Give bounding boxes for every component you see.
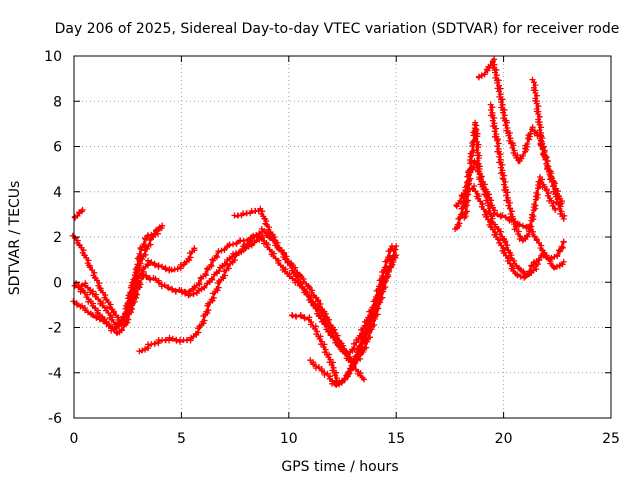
x-tick-label: 20: [495, 431, 513, 447]
series-markers: [307, 297, 382, 389]
y-tick-label: 6: [53, 140, 62, 156]
y-tick-label: -6: [48, 411, 62, 427]
y-tick-label: -2: [48, 321, 62, 337]
y-tick-label: -4: [48, 366, 62, 382]
axis-ticks: [73, 55, 612, 419]
x-tick-labels: 0 5 10 15 20 25: [70, 431, 620, 447]
series-markers: [461, 119, 541, 278]
y-tick-label: 2: [53, 230, 62, 246]
y-tick-label: 8: [53, 94, 62, 110]
x-tick-label: 15: [387, 431, 405, 447]
x-tick-label: 10: [280, 431, 298, 447]
y-axis-title: SDTVAR / TECUs: [7, 181, 23, 296]
x-tick-label: 5: [177, 431, 186, 447]
y-tick-label: 10: [44, 49, 62, 65]
series-track-15: [487, 101, 559, 244]
series-track-16: [529, 76, 565, 207]
x-axis-title: GPS time / hours: [281, 459, 398, 475]
chart-title: Day 206 of 2025, Sidereal Day-to-day VTE…: [55, 21, 620, 37]
series-markers: [487, 101, 559, 244]
y-tick-label: 4: [53, 185, 62, 201]
x-tick-label: 25: [602, 431, 620, 447]
y-tick-label: 0: [53, 275, 62, 291]
series-layer: [69, 56, 568, 389]
y-tick-labels: -6 -4 -2 0 2 4 6 8 10: [44, 49, 62, 427]
x-tick-label: 0: [70, 431, 79, 447]
series-markers: [529, 76, 565, 207]
series-track-13: [461, 119, 541, 278]
series-markers: [71, 206, 86, 221]
series-track-10: [307, 297, 382, 389]
series-track-4: [71, 206, 86, 221]
